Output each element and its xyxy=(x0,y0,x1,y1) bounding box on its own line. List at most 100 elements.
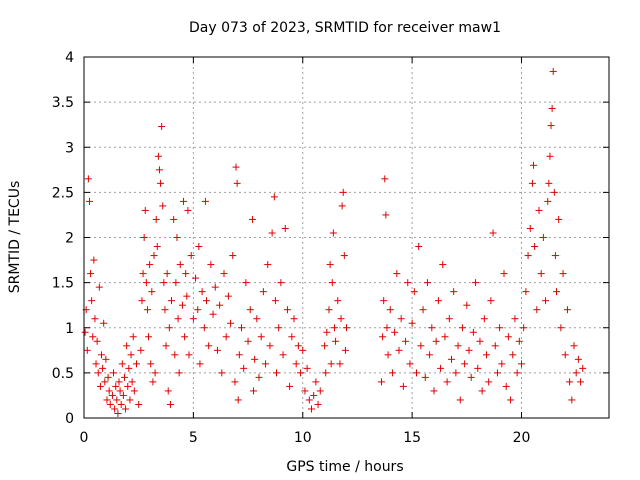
data-point xyxy=(90,256,98,264)
data-point xyxy=(384,351,392,359)
data-point xyxy=(434,297,442,305)
data-point xyxy=(378,378,385,386)
data-point xyxy=(487,297,495,305)
data-point xyxy=(198,288,206,296)
data-point xyxy=(469,328,477,336)
data-point xyxy=(125,364,133,372)
data-point xyxy=(192,274,200,282)
data-point xyxy=(181,333,189,341)
data-point xyxy=(408,319,416,327)
data-point xyxy=(155,166,163,174)
data-point xyxy=(174,315,182,323)
data-point xyxy=(454,342,462,350)
data-point xyxy=(250,387,258,395)
data-point xyxy=(496,324,504,332)
y-tick-label: 2 xyxy=(65,231,74,247)
data-point xyxy=(483,351,490,359)
data-point xyxy=(133,360,140,368)
data-point xyxy=(110,369,118,377)
data-point xyxy=(522,288,530,296)
data-point xyxy=(399,382,407,390)
y-tick-labels: 0 0.5 1 1.5 2 2.5 3 3.5 4 xyxy=(52,50,74,427)
data-point xyxy=(395,346,403,354)
data-point xyxy=(325,306,333,314)
data-point xyxy=(279,351,287,359)
data-point xyxy=(314,400,322,408)
data-point xyxy=(101,378,109,386)
data-point xyxy=(124,382,132,390)
data-point xyxy=(128,378,136,386)
data-point xyxy=(402,337,410,345)
data-point xyxy=(127,351,135,359)
data-point xyxy=(209,310,217,318)
data-point xyxy=(423,279,431,287)
data-point xyxy=(159,202,167,210)
data-point xyxy=(213,346,221,354)
data-point xyxy=(161,306,169,314)
data-point xyxy=(178,301,186,309)
data-point xyxy=(504,333,512,341)
data-point xyxy=(550,188,558,196)
data-point xyxy=(511,315,519,323)
data-point xyxy=(232,163,240,171)
data-point xyxy=(218,369,226,377)
data-point xyxy=(200,324,208,332)
data-point xyxy=(120,373,128,381)
x-tick-labels: 0 5 10 15 20 xyxy=(80,430,531,446)
data-point xyxy=(172,279,180,287)
x-tick-label: 15 xyxy=(403,430,421,446)
data-point xyxy=(170,215,178,223)
data-point xyxy=(264,261,272,269)
data-point xyxy=(566,378,574,386)
data-point xyxy=(445,315,453,323)
data-point xyxy=(246,306,254,314)
data-point xyxy=(251,355,259,363)
data-point xyxy=(299,346,307,354)
data-point xyxy=(303,364,311,372)
data-point xyxy=(432,337,440,345)
data-point xyxy=(537,270,545,278)
data-point xyxy=(513,369,521,377)
data-point xyxy=(183,292,191,300)
data-point xyxy=(528,179,536,187)
data-point xyxy=(448,355,455,363)
data-point xyxy=(491,342,499,350)
data-point xyxy=(383,324,391,332)
data-point xyxy=(450,288,458,296)
data-point xyxy=(531,243,539,251)
data-point xyxy=(530,161,538,169)
data-point xyxy=(379,333,387,341)
data-point xyxy=(443,378,451,386)
data-point xyxy=(123,342,131,350)
data-point xyxy=(498,360,506,368)
y-axis-label: SRMTID / TECUs xyxy=(7,181,23,294)
data-point xyxy=(180,197,188,205)
data-point xyxy=(248,215,256,223)
data-point xyxy=(322,369,330,377)
data-point xyxy=(472,279,480,287)
data-point xyxy=(138,297,146,305)
data-point xyxy=(275,324,283,332)
data-point xyxy=(328,279,336,287)
data-point xyxy=(312,378,320,386)
data-point xyxy=(234,396,242,404)
data-point xyxy=(397,315,405,323)
data-point xyxy=(452,369,460,377)
data-point xyxy=(334,297,342,305)
data-point xyxy=(502,382,510,390)
data-point xyxy=(140,234,148,241)
data-point xyxy=(139,270,147,278)
data-point xyxy=(111,405,119,413)
data-point xyxy=(116,387,124,395)
chart-title: Day 073 of 2023, SRMTID for receiver maw… xyxy=(189,20,501,36)
data-point xyxy=(143,306,151,314)
data-point xyxy=(227,319,235,327)
data-point xyxy=(572,369,580,377)
data-point xyxy=(297,369,305,377)
x-tick-label: 10 xyxy=(294,430,312,446)
data-point xyxy=(162,342,170,350)
data-point xyxy=(94,369,102,377)
data-point xyxy=(579,364,587,372)
data-point xyxy=(326,261,334,269)
